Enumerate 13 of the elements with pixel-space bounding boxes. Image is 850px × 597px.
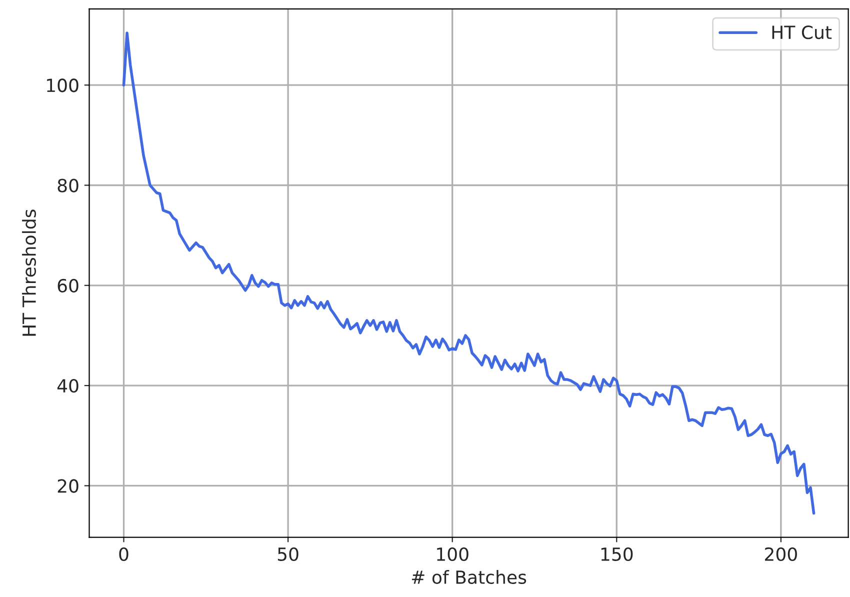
- x-tick-label: 200: [765, 547, 797, 561]
- y-tick-label: 80: [58, 178, 78, 192]
- x-tick-label: 150: [601, 547, 633, 561]
- y-tick-label: 60: [58, 278, 78, 293]
- x-tick-label: 50: [278, 547, 298, 561]
- x-tick-label: 100: [437, 547, 468, 561]
- y-tick-label: 100: [47, 78, 78, 92]
- x-axis-title: # of Batches: [412, 570, 526, 584]
- legend-label: HT Cut: [772, 26, 832, 40]
- x-tick-label: 0: [119, 547, 128, 561]
- y-axis-title: HT Thresholds: [22, 210, 36, 336]
- y-tick-label: 40: [57, 379, 78, 393]
- y-tick-label: 20: [58, 479, 78, 493]
